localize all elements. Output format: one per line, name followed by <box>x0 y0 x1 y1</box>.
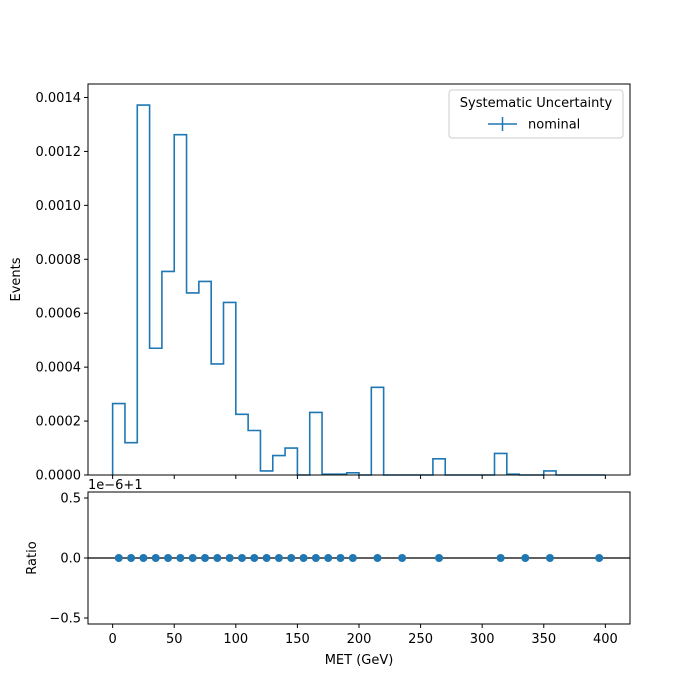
histogram-panel: 0.0000 0.0002 0.0004 0.0006 0.0008 0.0010 0.00… <box>9 83 631 484</box>
histogram-bin <box>260 471 272 475</box>
histogram-y-tick-label: 0.0014 <box>36 91 82 106</box>
legend-title: Systematic Uncertainty <box>460 96 613 111</box>
ratio-point <box>398 554 407 562</box>
histogram-bin <box>211 364 223 475</box>
ratio-x-tick-label: 150 <box>285 632 310 647</box>
histogram-bin <box>433 459 445 475</box>
ratio-point <box>139 554 148 562</box>
histogram-y-tick-label: 0.0000 <box>36 469 82 484</box>
histogram-y-axis-label: Events <box>9 257 24 301</box>
ratio-x-tick-label: 250 <box>408 632 433 647</box>
ratio-point <box>114 554 123 562</box>
ratio-x-tick-label: 350 <box>531 632 556 647</box>
ratio-point <box>435 554 444 562</box>
ratio-x-axis-label: MET (GeV) <box>325 653 394 668</box>
ratio-x-tick-label: 100 <box>223 632 248 647</box>
ratio-y-axis-label: Ratio <box>25 541 40 574</box>
ratio-x-tick-label: 400 <box>593 632 618 647</box>
ratio-offset-text: 1e−6+1 <box>88 478 143 493</box>
histogram-y-tick-label: 0.0004 <box>36 361 82 376</box>
ratio-point <box>127 554 136 562</box>
histogram-frame <box>87 83 631 476</box>
histogram-bin <box>248 431 260 475</box>
histogram-bin <box>125 443 137 475</box>
histogram-bin <box>162 271 174 475</box>
ratio-plot-area <box>88 554 630 562</box>
ratio-point <box>237 554 246 562</box>
histogram-bin <box>150 348 162 475</box>
histogram-y-tick-label: 0.0006 <box>36 307 82 322</box>
histogram-x-ticks <box>112 475 606 479</box>
histogram-bin <box>174 135 186 475</box>
ratio-frame <box>87 491 631 625</box>
histogram-bin <box>236 414 248 475</box>
histogram-bin <box>285 448 297 475</box>
ratio-point <box>213 554 222 562</box>
ratio-point <box>176 554 185 562</box>
ratio-point <box>287 554 296 562</box>
legend: Systematic Uncertainty nominal <box>448 89 624 139</box>
histogram-y-axis: 0.0000 0.0002 0.0004 0.0006 0.0008 0.0010 0.00… <box>36 91 88 484</box>
ratio-y-tick-label: −0.5 <box>49 612 81 627</box>
ratio-point <box>324 554 333 562</box>
ratio-point <box>151 554 160 562</box>
ratio-y-axis: −0.5 0.0 0.5 <box>49 492 88 627</box>
ratio-point <box>311 554 320 562</box>
histogram-bin <box>371 387 383 475</box>
histogram-bin <box>199 281 211 475</box>
histogram-y-tick-label: 0.0008 <box>36 253 82 268</box>
ratio-point <box>348 554 357 562</box>
histogram-bin <box>273 456 285 475</box>
ratio-x-tick-label: 0 <box>108 632 116 647</box>
ratio-point <box>496 554 505 562</box>
ratio-x-axis: 0 50 100 150 200 250 300 350 400 <box>108 624 618 647</box>
legend-box <box>448 89 624 139</box>
ratio-point <box>595 554 604 562</box>
histogram-bin <box>495 453 507 475</box>
ratio-y-tick-label: 0.5 <box>60 492 81 507</box>
ratio-panel: −0.5 0.0 0.5 0 50 100 150 200 250 300 350 400 Rati… <box>25 478 631 668</box>
histogram-bin <box>113 404 125 475</box>
histogram-bin <box>310 412 322 475</box>
histogram-y-tick-label: 0.0012 <box>36 145 82 160</box>
ratio-x-tick-label: 300 <box>470 632 495 647</box>
ratio-point <box>521 554 530 562</box>
histogram-plot-area <box>111 104 606 476</box>
ratio-point <box>274 554 283 562</box>
histogram-series-nominal <box>111 104 606 476</box>
ratio-point <box>545 554 554 562</box>
ratio-point <box>373 554 382 562</box>
histogram-bin <box>224 302 236 475</box>
ratio-point <box>201 554 210 562</box>
ratio-point <box>164 554 173 562</box>
ratio-point <box>299 554 308 562</box>
ratio-point <box>188 554 197 562</box>
histogram-bin <box>137 105 149 475</box>
ratio-point <box>336 554 345 562</box>
histogram-bin <box>187 293 199 475</box>
legend-entry-nominal: nominal <box>528 118 580 133</box>
ratio-y-tick-label: 0.0 <box>60 552 81 567</box>
histogram-y-tick-label: 0.0010 <box>36 199 82 214</box>
ratio-point <box>250 554 259 562</box>
histogram-bin <box>544 471 556 475</box>
ratio-x-tick-label: 200 <box>347 632 372 647</box>
ratio-point <box>225 554 234 562</box>
ratio-point <box>262 554 271 562</box>
histogram-y-tick-label: 0.0002 <box>36 415 82 430</box>
ratio-x-tick-label: 50 <box>166 632 183 647</box>
